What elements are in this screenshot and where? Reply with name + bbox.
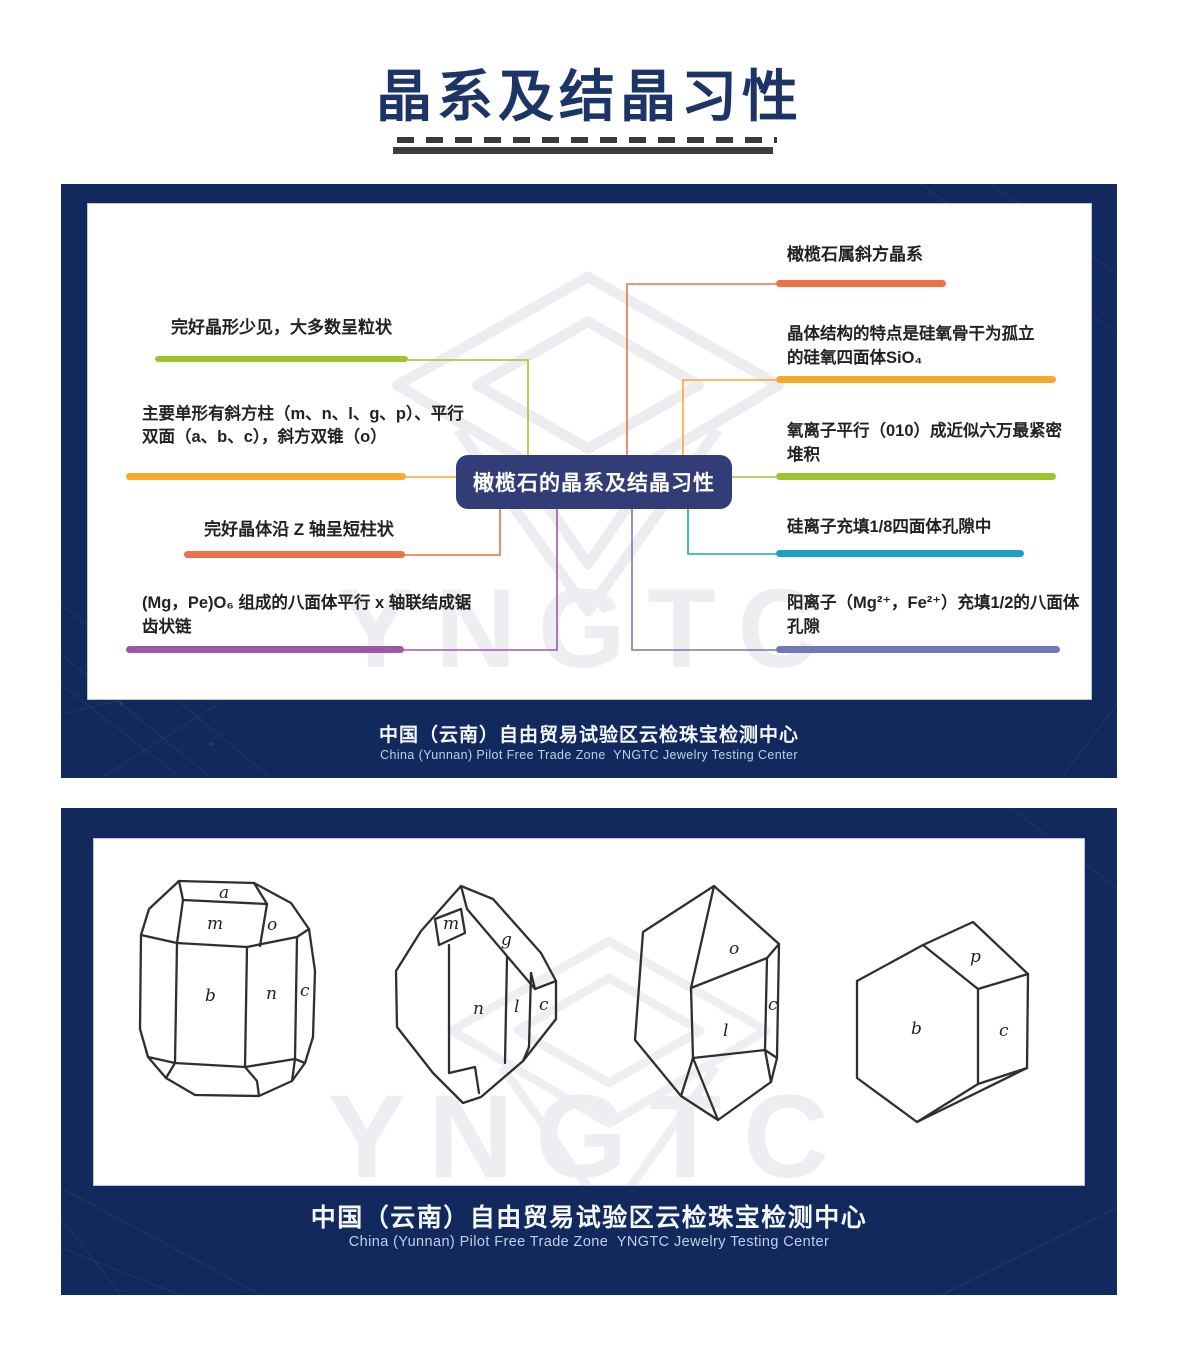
branch-label: 氧离子平行（010）成近似六万最紧密堆积 bbox=[787, 422, 1063, 464]
svg-text:c: c bbox=[768, 995, 778, 1015]
svg-text:n: n bbox=[473, 999, 484, 1019]
branch-bar bbox=[126, 646, 404, 653]
svg-text:o: o bbox=[729, 939, 739, 959]
svg-text:c: c bbox=[999, 1021, 1009, 1041]
svg-text:m: m bbox=[443, 914, 459, 934]
svg-text:o: o bbox=[267, 915, 277, 935]
branch-bar bbox=[776, 473, 1056, 480]
branch-label: 完好晶形少见，大多数呈粒状 bbox=[171, 318, 392, 337]
branch-label: 橄榄石属斜方晶系 bbox=[787, 245, 923, 264]
branch-bar bbox=[776, 280, 946, 287]
svg-text:m: m bbox=[207, 914, 223, 934]
central-node: 橄榄石的晶系及结晶习性 bbox=[456, 455, 732, 509]
mindmap-panel: YNGTC 橄榄石的晶系及结晶习性 完好晶形少见，大多数呈粒状 bbox=[61, 184, 1117, 778]
svg-text:g: g bbox=[501, 930, 512, 950]
svg-text:n: n bbox=[266, 984, 277, 1004]
branch-label: 硅离子充填1/8四面体孔隙中 bbox=[787, 518, 992, 536]
connector-right-2 bbox=[682, 379, 776, 456]
svg-text:b: b bbox=[911, 1019, 922, 1039]
branch-label: 完好晶体沿 Z 轴呈短柱状 bbox=[204, 520, 394, 539]
panel1-footer-en: China (Yunnan) Pilot Free Trade Zone YNG… bbox=[380, 748, 798, 762]
svg-text:b: b bbox=[205, 986, 216, 1006]
svg-text:l: l bbox=[514, 997, 519, 1017]
crystal-panel: YNGTC a m o b n c bbox=[61, 808, 1117, 1295]
branch-bar bbox=[776, 376, 1056, 383]
panel2-footer-cn: 中国（云南）自由贸易试验区云检珠宝检测中心 bbox=[310, 1204, 868, 1232]
branch-bar bbox=[155, 356, 408, 362]
svg-text:a: a bbox=[219, 883, 229, 903]
svg-text:c: c bbox=[300, 981, 310, 1001]
panel2-footer-en: China (Yunnan) Pilot Free Trade Zone YNG… bbox=[348, 1234, 830, 1250]
branch-bar bbox=[126, 473, 406, 480]
branch-label: 主要单形有斜方柱（m、n、l、g、p）、平行双面（a、b、c），斜方双锥（o） bbox=[142, 405, 464, 446]
branch-bar bbox=[776, 646, 1060, 653]
crystal-card: YNGTC a m o b n c bbox=[93, 838, 1085, 1186]
crystal-figure-3: o l c bbox=[633, 884, 781, 1122]
connector-right-5 bbox=[631, 509, 776, 651]
title-underline-solid bbox=[393, 147, 773, 154]
mindmap-card: YNGTC 橄榄石的晶系及结晶习性 完好晶形少见，大多数呈粒状 bbox=[87, 203, 1092, 700]
branch-bar bbox=[184, 551, 405, 558]
svg-text:l: l bbox=[723, 1021, 728, 1041]
branch-bar bbox=[776, 550, 1024, 557]
svg-text:p: p bbox=[970, 947, 981, 967]
panel1-footer-cn: 中国（云南）自由贸易试验区云检珠宝检测中心 bbox=[378, 725, 799, 746]
crystal-figure-1: a m o b n c bbox=[138, 879, 317, 1098]
connector-left-3 bbox=[404, 509, 501, 556]
branch-label: 阳离子（Mg²⁺，Fe²⁺）充填1/2的八面体孔隙 bbox=[787, 594, 1080, 636]
branch-label: 晶体结构的特点是硅氧骨干为孤立的硅氧四面体SiO₄ bbox=[787, 325, 1035, 367]
crystal-figure-4: p b c bbox=[855, 920, 1030, 1124]
title-underline-dashed bbox=[397, 137, 777, 143]
connector-right-1 bbox=[626, 283, 776, 456]
page-title: 晶系及结晶习性 bbox=[376, 65, 803, 128]
branch-label: (Mg，Pe)O₆ 组成的八面体平行 x 轴联结成锯齿状链 bbox=[142, 594, 472, 636]
connector-right-4 bbox=[687, 509, 776, 555]
svg-text:c: c bbox=[539, 995, 549, 1015]
crystal-figure-2: m g n l c bbox=[394, 884, 558, 1105]
